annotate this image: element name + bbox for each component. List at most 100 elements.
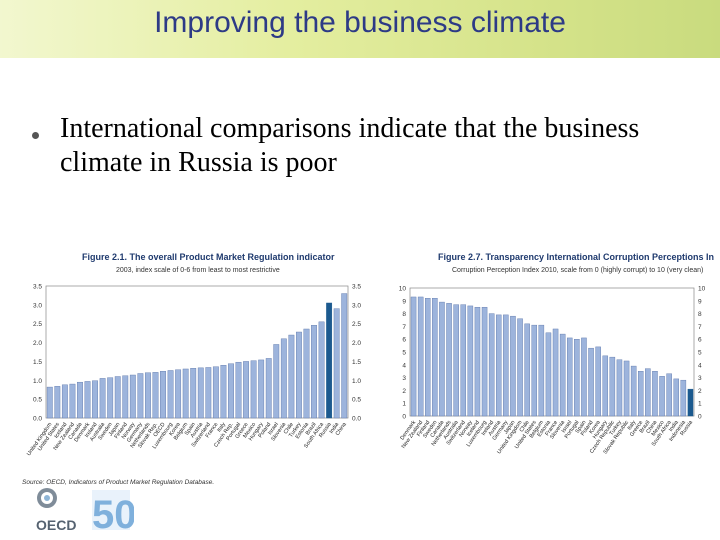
pmr-ytick-left: 1.5 [33,359,42,366]
cpi-bar [410,296,417,417]
oecd-logo-text: OECD [36,517,76,533]
cpi-bar [495,314,502,417]
cpi-plot-frame [409,287,695,417]
pmr-ytick-left: 2.5 [33,321,42,328]
cpi-bar [602,355,609,417]
bullet-text: International comparisons indicate that … [60,113,640,178]
cpi-bar [432,298,438,417]
cpi-ytick-left: 10 [399,286,407,293]
cpi-bar [517,318,523,417]
pmr-title: Figure 2.1. The overall Product Market R… [82,252,335,262]
pmr-source: Source: OECD, Indicators of Product Mark… [22,479,214,486]
pmr-bar [77,381,83,419]
cpi-ytick-right: 9 [698,298,702,305]
cpi-category-label: Italy [627,420,638,432]
pmr-ytick-right: 3.5 [352,284,361,291]
pmr-bar [197,367,204,419]
cpi-ytick-left: 3 [402,375,406,382]
cpi-subtitle: Corruption Perception Index 2010, scale … [452,267,703,274]
cpi-bar [524,323,530,417]
cpi-bar [666,373,672,417]
oecd-globe-icon [37,488,57,508]
pmr-subtitle: 2003, index scale of 0-6 from least to m… [116,267,280,274]
pmr-chart: Figure 2.1. The overall Product Market R… [22,252,361,486]
cpi-ytick-right: 5 [698,350,702,357]
cpi-ytick-right: 7 [698,324,702,331]
cpi-bar [566,337,573,417]
pmr-bar [92,380,98,419]
pmr-bar [280,338,287,419]
cpi-bar [673,378,680,417]
oecd-50-logo: OECD 50 [36,488,134,534]
cpi-bar [446,303,452,417]
cpi-ytick-left: 1 [402,401,406,408]
pmr-ytick-left: 2.0 [33,340,42,347]
pmr-bar [311,325,317,419]
pmr-bar [107,377,114,419]
cpi-chart: Figure 2.7. Transparency International C… [399,252,714,455]
pmr-bar [265,358,272,419]
cpi-bar [659,376,665,417]
cpi-ytick-right: 2 [698,388,702,395]
cpi-bar [588,347,594,417]
pmr-bar [326,302,333,419]
pmr-bar [288,334,295,419]
pmr-bar [250,360,257,419]
pmr-bar [333,308,340,419]
pmr-bar [54,386,61,419]
pmr-ytick-right: 3.0 [352,302,361,309]
pmr-bar [152,372,159,419]
pmr-bar [114,376,121,419]
pmr-bar [341,293,348,419]
pmr-bar [175,369,182,419]
pmr-bar [212,366,219,419]
cpi-ytick-left: 0 [402,414,406,421]
pmr-bar [235,361,242,419]
cpi-bar [510,315,516,417]
cpi-bar [581,337,587,417]
cpi-bar [439,301,445,417]
cpi-ytick-right: 6 [698,337,702,344]
pmr-bar [303,328,310,419]
cpi-bar [531,324,538,417]
pmr-bar [243,361,249,419]
cpi-ytick-left: 5 [402,350,406,357]
cpi-bar [574,338,580,417]
pmr-bar [296,331,302,419]
cpi-ytick-right: 3 [698,375,702,382]
cpi-bar [424,298,431,417]
cpi-bar [503,314,509,417]
pmr-ytick-left: 0.0 [33,416,42,423]
slide-title: Improving the business climate [154,6,566,39]
cpi-ytick-right: 10 [698,286,706,293]
cpi-bar [687,388,694,417]
cpi-bar [538,324,545,417]
pmr-bar [318,321,325,419]
cpi-bar [474,306,481,417]
cpi-ytick-left: 2 [402,388,406,395]
pmr-bar [273,344,280,419]
cpi-ytick-right: 8 [698,311,702,318]
cpi-bar [545,332,552,417]
pmr-bar [137,373,144,419]
pmr-bar [167,370,174,419]
pmr-bar [129,374,136,419]
pmr-bar [220,364,227,419]
pmr-bar [99,378,106,419]
cpi-bar [637,370,644,417]
cpi-bar [552,328,559,417]
pmr-bar [182,368,189,419]
pmr-ytick-right: 2.5 [352,321,361,328]
cpi-ytick-right: 0 [698,414,702,421]
cpi-bar [645,368,651,417]
cpi-bar [453,304,459,417]
cpi-bar [488,313,495,417]
cpi-ytick-right: 4 [698,362,702,369]
cpi-bar [559,333,566,417]
pmr-bar [61,384,68,419]
pmr-ytick-right: 1.5 [352,359,361,366]
cpi-ytick-left: 4 [402,362,406,369]
cpi-ytick-right: 1 [698,401,702,408]
cpi-bar [595,346,601,417]
pmr-ytick-right: 0.0 [352,416,361,423]
